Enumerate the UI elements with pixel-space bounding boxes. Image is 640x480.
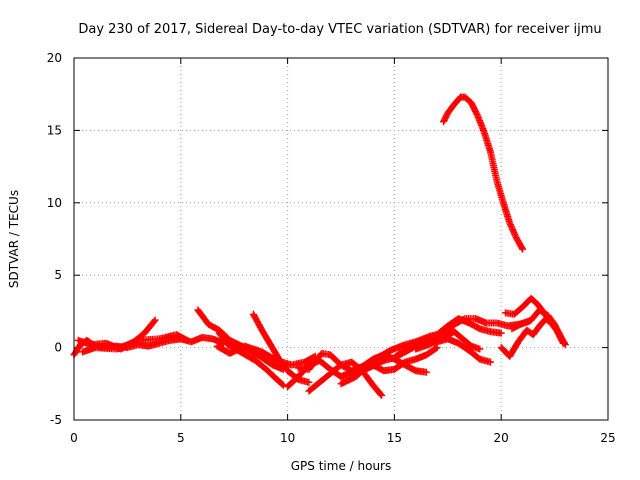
- data-point: [509, 226, 517, 234]
- series-track-7: [249, 310, 313, 386]
- series-track-5: [215, 329, 287, 389]
- data-point: [509, 227, 517, 235]
- data-point: [557, 333, 565, 341]
- data-point: [511, 230, 519, 238]
- series-track-19: [508, 306, 565, 341]
- data-point: [506, 219, 514, 227]
- data-point: [507, 222, 515, 230]
- data-point: [487, 358, 495, 366]
- data-point: [378, 391, 386, 399]
- chart-title: Day 230 of 2017, Sidereal Day-to-day VTE…: [78, 22, 601, 37]
- y-tick-label: 0: [54, 341, 62, 355]
- data-point: [518, 244, 526, 252]
- x-axis-title: GPS time / hours: [291, 459, 392, 473]
- x-tick-label: 5: [177, 431, 185, 445]
- series-track-6: [213, 342, 319, 369]
- data-point: [558, 338, 566, 346]
- y-tick-label: 15: [47, 123, 62, 137]
- series-track-18: [501, 294, 567, 347]
- axes: 0 5 10 15 20 25 -5 0 5 10 15 20: [47, 51, 616, 445]
- x-tick-label: 20: [494, 431, 509, 445]
- series-track-15: [412, 328, 484, 353]
- x-tick-label: 25: [600, 431, 615, 445]
- y-axis-title: SDTVAR / TECUs: [7, 190, 21, 288]
- data-point: [183, 336, 191, 344]
- data-point: [473, 110, 481, 118]
- y-tick-label: 5: [54, 268, 62, 282]
- plot-frame: [73, 57, 609, 421]
- x-tick-label: 10: [280, 431, 295, 445]
- data-point: [508, 224, 516, 232]
- y-tick-label: 20: [47, 51, 62, 65]
- data-point: [182, 336, 190, 344]
- data-point: [432, 344, 440, 352]
- y-tick-label: 10: [47, 196, 62, 210]
- data-point: [506, 221, 514, 229]
- data-point: [556, 332, 564, 340]
- grid: [74, 58, 608, 420]
- data-point: [151, 316, 159, 324]
- data-point: [497, 329, 505, 337]
- data-point: [510, 229, 518, 237]
- data-point: [559, 339, 567, 347]
- data-point: [511, 232, 519, 240]
- data-point: [150, 317, 158, 325]
- data-marks: [70, 93, 569, 399]
- data-point: [278, 380, 286, 388]
- series-track-3: [79, 331, 191, 356]
- data-point: [422, 368, 430, 376]
- series-track-16: [440, 93, 527, 253]
- data-point: [305, 378, 313, 386]
- data-point: [377, 390, 385, 398]
- data-point: [476, 345, 484, 353]
- y-tick-label: -5: [50, 413, 62, 427]
- series-track-13: [369, 344, 441, 375]
- x-tick-label: 15: [387, 431, 402, 445]
- data-point: [519, 245, 527, 253]
- x-tick-label: 0: [70, 431, 78, 445]
